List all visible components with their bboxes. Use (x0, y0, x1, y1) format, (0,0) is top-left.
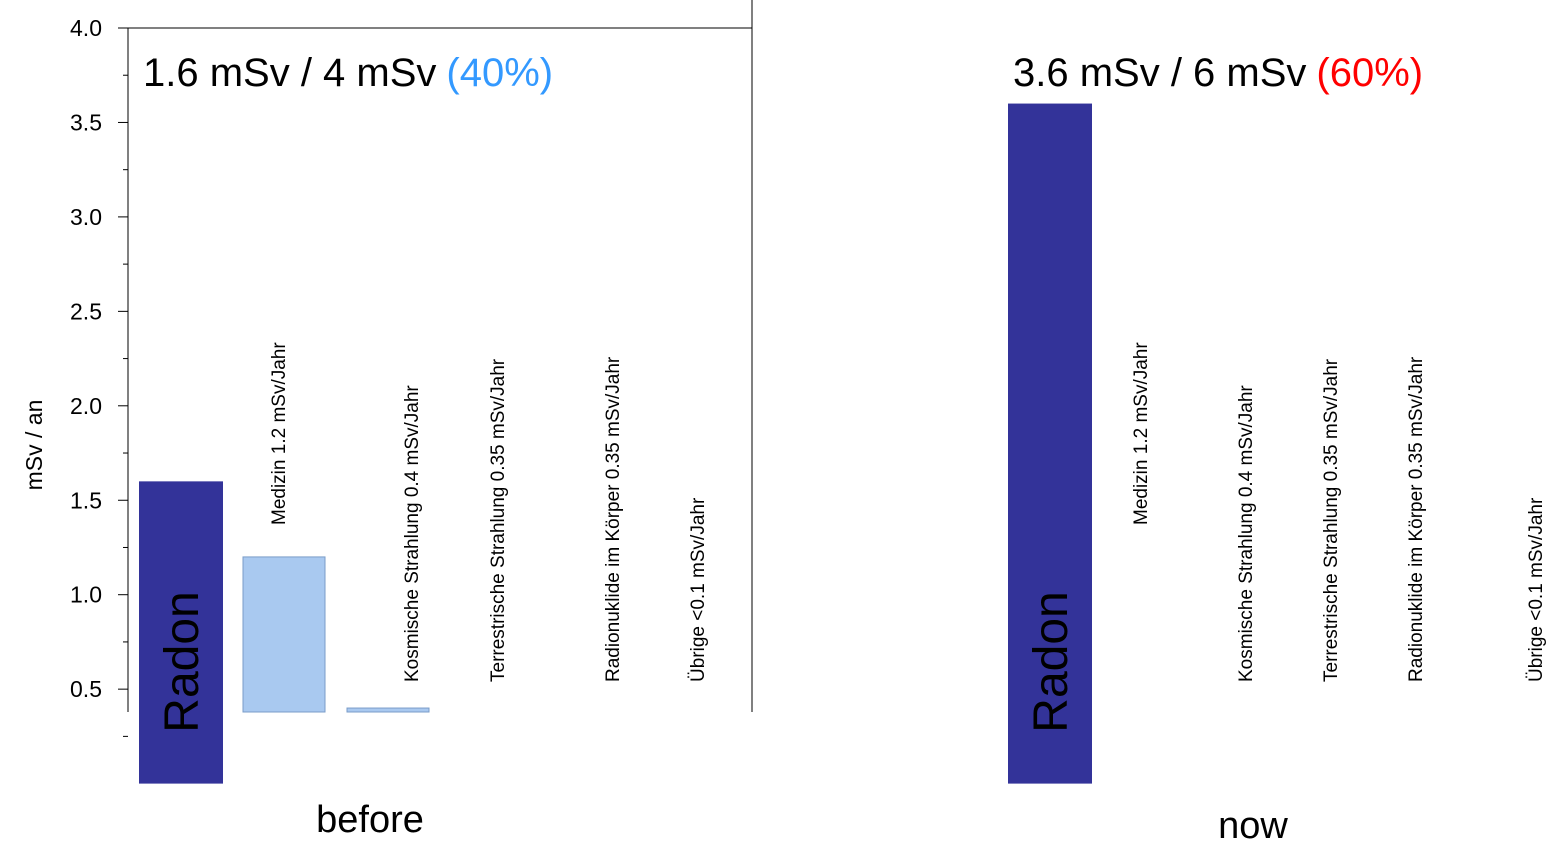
caption: now (1218, 805, 1288, 847)
bar (1008, 103, 1092, 784)
category-label: Terrestrische Strahlung 0.35 mSv/Jahr (1321, 358, 1342, 682)
category-label: Radionuklide im Körper 0.35 mSv/Jahr (603, 356, 624, 682)
category-label: Übrige <0.1 mSv/Jahr (688, 497, 709, 682)
title-highlight: (60%) (1316, 51, 1423, 95)
bar (139, 481, 223, 784)
y-tick-label: 3.0 (70, 204, 102, 230)
bar (242, 556, 326, 713)
category-label: Medizin 1.2 mSv/Jahr (269, 342, 290, 525)
category-label: Radon (156, 591, 209, 732)
y-axis-label: mSv / an (21, 400, 47, 491)
category-label: Radon (1025, 591, 1078, 732)
y-tick-label: 1.5 (70, 487, 102, 513)
title-main: 1.6 mSv / 4 mSv (143, 51, 436, 95)
y-tick-label: 4.0 (70, 15, 102, 41)
y-tick-label: 2.0 (70, 393, 102, 419)
chart-title: 1.6 mSv / 4 mSv (40%) (143, 51, 553, 95)
y-tick-label: 1.0 (70, 582, 102, 608)
category-label: Radionuklide im Körper 0.35 mSv/Jahr (1406, 356, 1427, 682)
category-label: Kosmische Strahlung 0.4 mSv/Jahr (1236, 385, 1257, 682)
category-label: Übrige <0.1 mSv/Jahr (1526, 497, 1547, 682)
chart-title: 3.6 mSv / 6 mSv (60%) (1013, 51, 1423, 95)
caption: before (316, 799, 424, 841)
bar (346, 707, 430, 713)
category-label: Kosmische Strahlung 0.4 mSv/Jahr (402, 385, 423, 682)
category-label: Medizin 1.2 mSv/Jahr (1131, 342, 1152, 525)
category-label: Terrestrische Strahlung 0.35 mSv/Jahr (488, 358, 509, 682)
title-main: 3.6 mSv / 6 mSv (1013, 51, 1306, 95)
y-tick-label: 3.5 (70, 109, 102, 135)
y-tick-label: 0.5 (70, 676, 102, 702)
y-tick-label: 2.5 (70, 298, 102, 324)
title-highlight: (40%) (446, 51, 553, 95)
